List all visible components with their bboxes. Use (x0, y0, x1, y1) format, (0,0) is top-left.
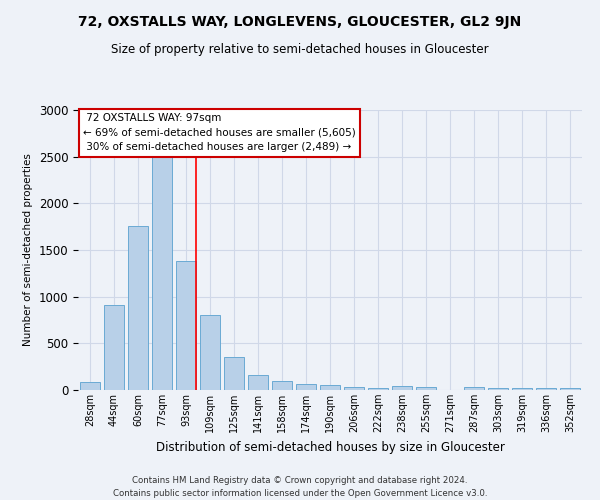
Text: Size of property relative to semi-detached houses in Gloucester: Size of property relative to semi-detach… (111, 42, 489, 56)
Bar (416, 387, 436, 390)
Bar (104, 305, 124, 390)
Bar (176, 261, 196, 390)
Bar (536, 388, 556, 390)
Bar (344, 387, 364, 390)
Y-axis label: Number of semi-detached properties: Number of semi-detached properties (23, 154, 33, 346)
Text: 72, OXSTALLS WAY, LONGLEVENS, GLOUCESTER, GL2 9JN: 72, OXSTALLS WAY, LONGLEVENS, GLOUCESTER… (79, 15, 521, 29)
Bar (224, 358, 244, 390)
Bar (152, 156, 172, 390)
Bar (80, 382, 100, 390)
Bar (464, 387, 484, 390)
Text: 72 OXSTALLS WAY: 97sqm
← 69% of semi-detached houses are smaller (5,605)
 30% of: 72 OXSTALLS WAY: 97sqm ← 69% of semi-det… (83, 113, 356, 152)
Bar (560, 388, 580, 390)
Bar (128, 226, 148, 390)
Text: Contains HM Land Registry data © Crown copyright and database right 2024.
Contai: Contains HM Land Registry data © Crown c… (113, 476, 487, 498)
Bar (200, 316, 220, 390)
X-axis label: Distribution of semi-detached houses by size in Gloucester: Distribution of semi-detached houses by … (155, 440, 505, 454)
Bar (488, 388, 508, 390)
Bar (368, 388, 388, 390)
Bar (320, 386, 340, 390)
Bar (272, 380, 292, 390)
Bar (296, 384, 316, 390)
Bar (392, 386, 412, 390)
Bar (512, 388, 532, 390)
Bar (248, 375, 268, 390)
